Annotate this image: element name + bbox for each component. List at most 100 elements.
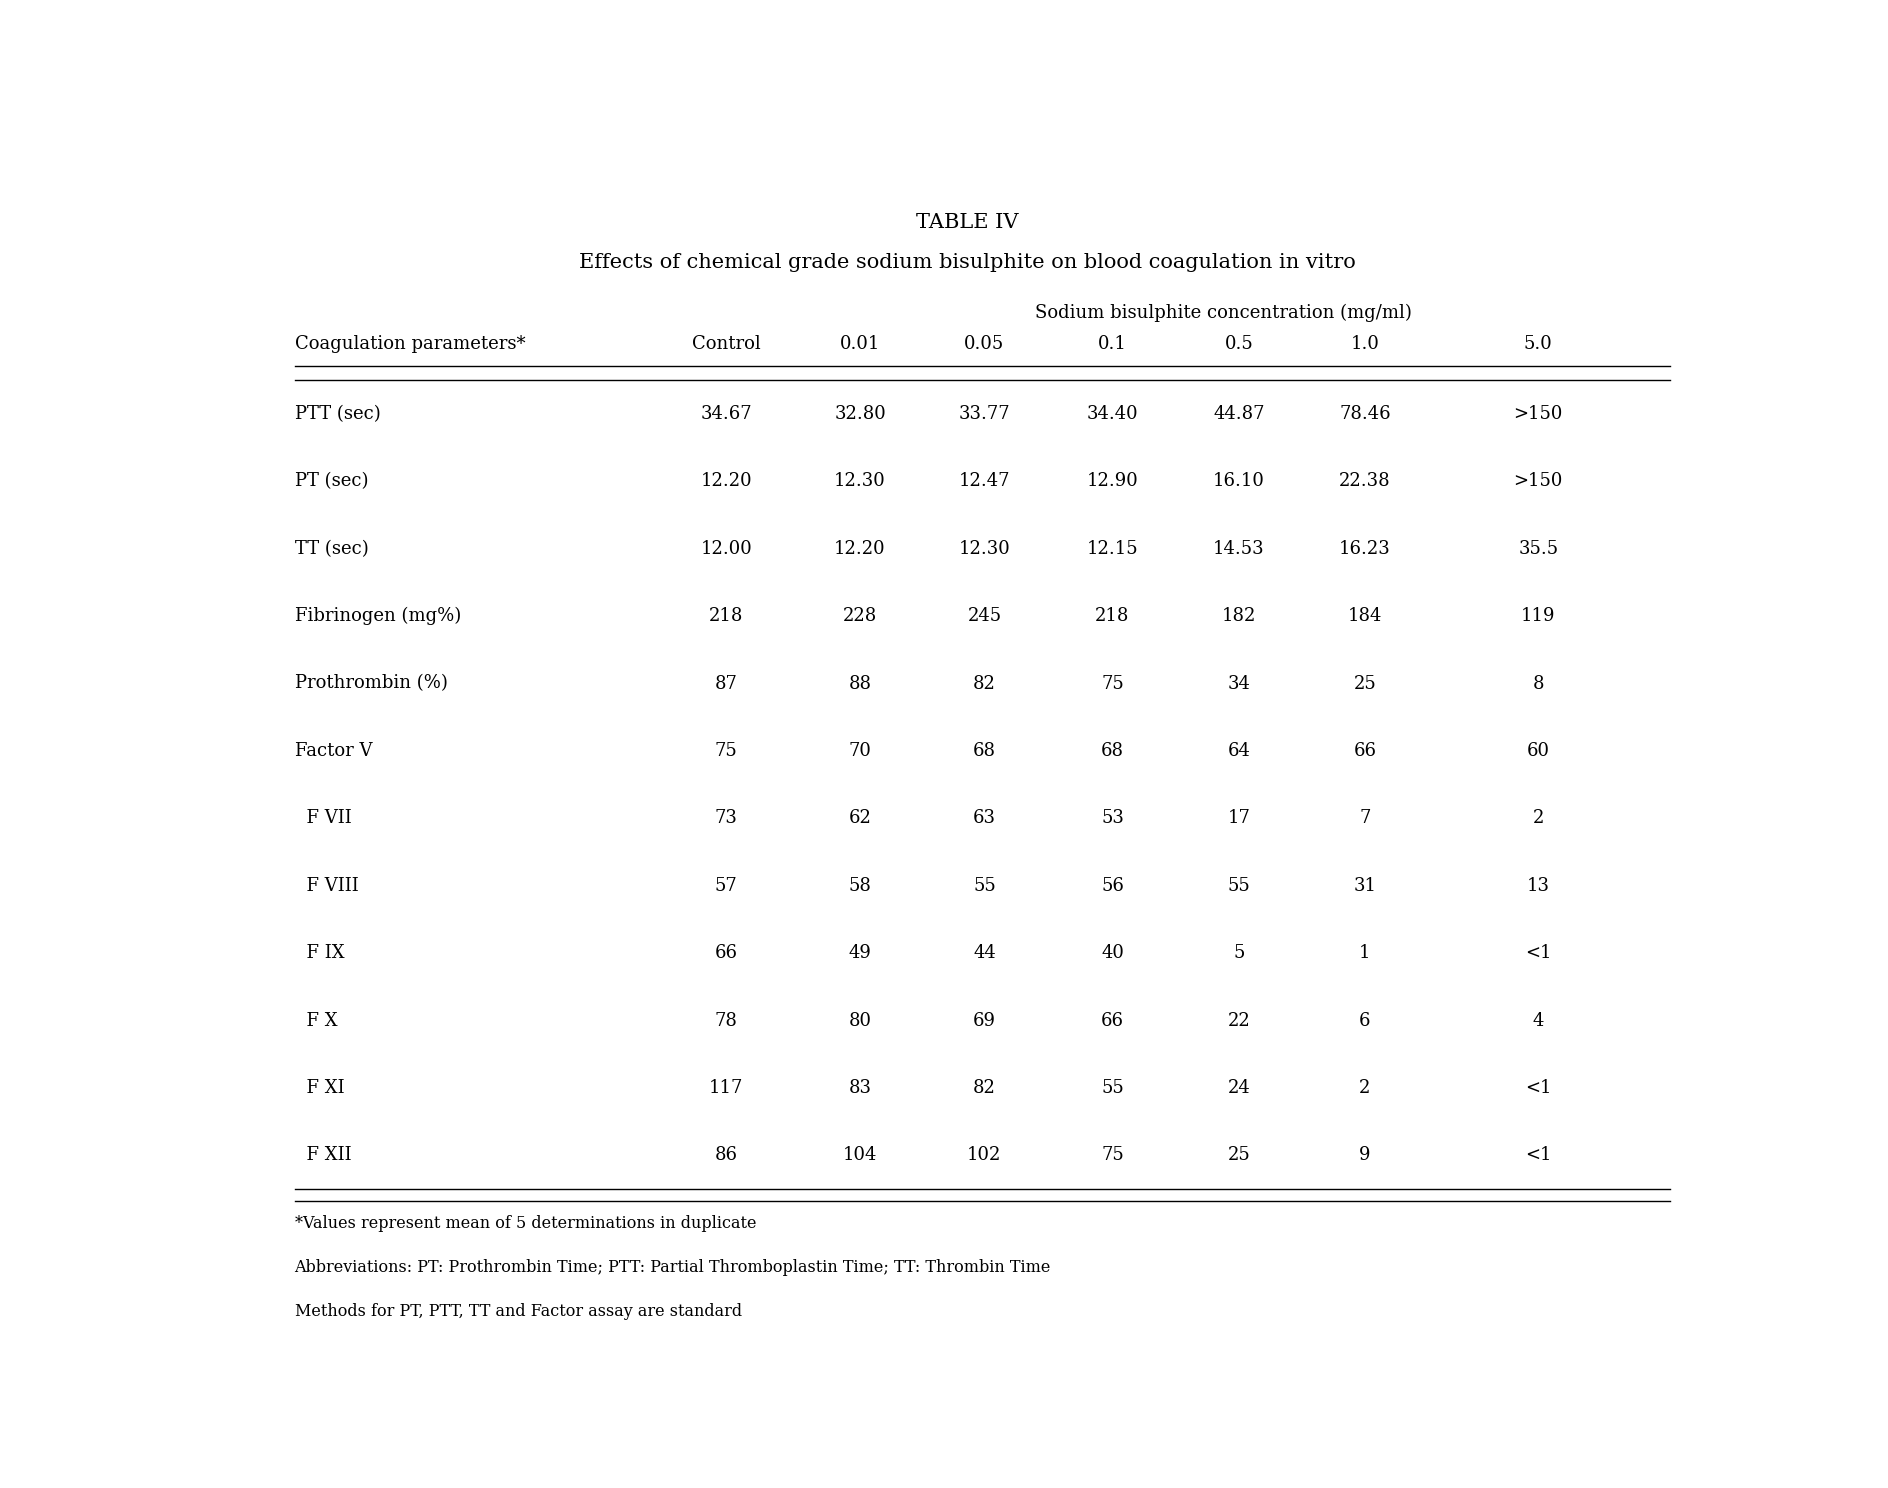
Text: 44.87: 44.87 [1214, 405, 1265, 423]
Text: <1: <1 [1526, 945, 1552, 963]
Text: 66: 66 [716, 945, 738, 963]
Text: 86: 86 [716, 1146, 738, 1165]
Text: F VII: F VII [295, 809, 351, 827]
Text: 9: 9 [1359, 1146, 1371, 1165]
Text: 82: 82 [972, 674, 995, 692]
Text: 75: 75 [1101, 674, 1123, 692]
Text: 80: 80 [848, 1012, 872, 1030]
Text: 35.5: 35.5 [1518, 540, 1558, 558]
Text: 17: 17 [1227, 809, 1250, 827]
Text: Effects of chemical grade sodium bisulphite on blood coagulation in vitro: Effects of chemical grade sodium bisulph… [580, 253, 1356, 272]
Text: 49: 49 [848, 945, 872, 963]
Text: 228: 228 [842, 607, 878, 625]
Text: 78.46: 78.46 [1339, 405, 1391, 423]
Text: F XI: F XI [295, 1079, 344, 1097]
Text: 4: 4 [1533, 1012, 1544, 1030]
Text: 22: 22 [1227, 1012, 1250, 1030]
Text: 2: 2 [1359, 1079, 1371, 1097]
Text: 218: 218 [1095, 607, 1129, 625]
Text: TABLE IV: TABLE IV [916, 213, 1020, 232]
Text: 6: 6 [1359, 1012, 1371, 1030]
Text: 66: 66 [1354, 743, 1376, 760]
Text: 88: 88 [848, 674, 872, 692]
Text: 1: 1 [1359, 945, 1371, 963]
Text: 12.00: 12.00 [700, 540, 751, 558]
Text: 87: 87 [716, 674, 738, 692]
Text: 22.38: 22.38 [1339, 472, 1391, 491]
Text: F X: F X [295, 1012, 338, 1030]
Text: 34.67: 34.67 [700, 405, 751, 423]
Text: 5.0: 5.0 [1524, 335, 1552, 353]
Text: *Values represent mean of 5 determinations in duplicate: *Values represent mean of 5 determinatio… [295, 1216, 755, 1232]
Text: 12.90: 12.90 [1087, 472, 1138, 491]
Text: Abbreviations: PT: Prothrombin Time; PTT: Partial Thromboplastin Time; TT: Throm: Abbreviations: PT: Prothrombin Time; PTT… [295, 1259, 1052, 1277]
Text: <1: <1 [1526, 1079, 1552, 1097]
Text: 44: 44 [972, 945, 995, 963]
Text: F IX: F IX [295, 945, 344, 963]
Text: 73: 73 [716, 809, 738, 827]
Text: 75: 75 [1101, 1146, 1123, 1165]
Text: 32.80: 32.80 [834, 405, 885, 423]
Text: 245: 245 [967, 607, 1001, 625]
Text: 78: 78 [716, 1012, 738, 1030]
Text: F XII: F XII [295, 1146, 351, 1165]
Text: 55: 55 [1101, 1079, 1123, 1097]
Text: 58: 58 [848, 876, 872, 894]
Text: 25: 25 [1227, 1146, 1250, 1165]
Text: 60: 60 [1527, 743, 1550, 760]
Text: Methods for PT, PTT, TT and Factor assay are standard: Methods for PT, PTT, TT and Factor assay… [295, 1302, 742, 1320]
Text: 8: 8 [1533, 674, 1544, 692]
Text: 16.10: 16.10 [1214, 472, 1265, 491]
Text: 34: 34 [1227, 674, 1250, 692]
Text: 104: 104 [842, 1146, 878, 1165]
Text: Prothrombin (%): Prothrombin (%) [295, 674, 447, 692]
Text: 55: 55 [1227, 876, 1250, 894]
Text: 182: 182 [1222, 607, 1256, 625]
Text: 0.5: 0.5 [1225, 335, 1254, 353]
Text: 34.40: 34.40 [1087, 405, 1138, 423]
Text: F VIII: F VIII [295, 876, 359, 894]
Text: 184: 184 [1348, 607, 1382, 625]
Text: 53: 53 [1101, 809, 1123, 827]
Text: TT (sec): TT (sec) [295, 540, 368, 558]
Text: 12.20: 12.20 [834, 540, 885, 558]
Text: >150: >150 [1514, 472, 1563, 491]
Text: 55: 55 [972, 876, 995, 894]
Text: 83: 83 [848, 1079, 872, 1097]
Text: 56: 56 [1101, 876, 1123, 894]
Text: 31: 31 [1354, 876, 1376, 894]
Text: 69: 69 [972, 1012, 997, 1030]
Text: 117: 117 [710, 1079, 744, 1097]
Text: 24: 24 [1227, 1079, 1250, 1097]
Text: >150: >150 [1514, 405, 1563, 423]
Text: 33.77: 33.77 [959, 405, 1010, 423]
Text: 12.47: 12.47 [959, 472, 1010, 491]
Text: 0.1: 0.1 [1099, 335, 1127, 353]
Text: Coagulation parameters*: Coagulation parameters* [295, 335, 525, 353]
Text: 63: 63 [972, 809, 997, 827]
Text: 16.23: 16.23 [1339, 540, 1391, 558]
Text: PTT (sec): PTT (sec) [295, 405, 379, 423]
Text: PT (sec): PT (sec) [295, 472, 368, 491]
Text: 5: 5 [1233, 945, 1244, 963]
Text: 62: 62 [848, 809, 872, 827]
Text: 218: 218 [710, 607, 744, 625]
Text: 68: 68 [972, 743, 997, 760]
Text: 70: 70 [848, 743, 872, 760]
Text: 12.20: 12.20 [700, 472, 751, 491]
Text: 12.15: 12.15 [1087, 540, 1138, 558]
Text: 68: 68 [1101, 743, 1123, 760]
Text: <1: <1 [1526, 1146, 1552, 1165]
Text: 64: 64 [1227, 743, 1250, 760]
Text: 66: 66 [1101, 1012, 1123, 1030]
Text: 82: 82 [972, 1079, 995, 1097]
Text: 0.01: 0.01 [840, 335, 880, 353]
Text: 2: 2 [1533, 809, 1544, 827]
Text: 40: 40 [1101, 945, 1123, 963]
Text: 7: 7 [1359, 809, 1371, 827]
Text: 57: 57 [716, 876, 738, 894]
Text: 12.30: 12.30 [834, 472, 885, 491]
Text: Factor V: Factor V [295, 743, 372, 760]
Text: 119: 119 [1522, 607, 1556, 625]
Text: 25: 25 [1354, 674, 1376, 692]
